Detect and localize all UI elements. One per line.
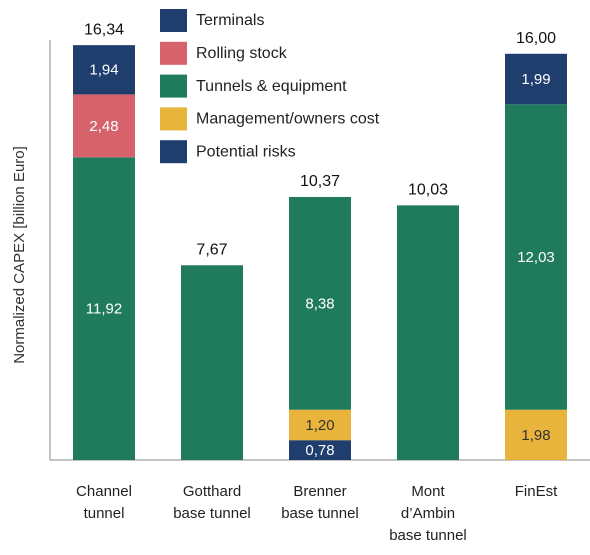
bar-segment [289,440,351,460]
bar-segment [73,94,135,158]
legend-swatch [160,74,187,98]
legend-label: Management/owners cost [196,111,380,128]
legend-swatch [160,140,187,164]
value-label: 8,38 [305,295,334,312]
value-label: 1,94 [89,62,118,79]
bar-segment [73,157,135,460]
total-label: 10,37 [300,173,340,190]
x-tick-label: Channel tunnel [76,483,132,522]
total-label: 10,03 [408,182,448,199]
x-tick-label: Mont d’Ambin base tunnel [389,483,467,544]
bar-segment [505,53,567,105]
value-label: 1,99 [521,71,550,88]
value-label: 12,03 [517,249,555,266]
x-tick-label: Brenner base tunnel [281,483,359,522]
y-axis-label: Normalized CAPEX [billion Euro] [11,146,28,364]
value-label: 11,92 [86,301,122,318]
bar-segment [289,409,351,441]
legend-label: Potential risks [196,143,296,160]
x-tick-label: Gotthard base tunnel [173,483,251,522]
value-label: 0,78 [305,442,334,459]
legend-swatch [160,41,187,65]
value-label: 1,98 [521,427,550,444]
x-tick-label: FinEst [514,483,558,500]
bar-segment [73,45,135,95]
value-label: 1,20 [305,417,334,434]
bar-segment [397,205,459,460]
total-label: 16,34 [84,21,124,38]
value-label: 2,48 [89,118,118,135]
legend-swatch [160,9,187,32]
legend-label: Tunnels & equipment [196,78,347,95]
bar-segment [289,196,351,410]
total-label: 7,67 [196,241,227,258]
bar-segment [505,409,567,460]
bar-segment [505,104,567,410]
bar-segment [181,265,243,460]
total-label: 16,00 [516,30,556,47]
legend-swatch [160,107,187,131]
legend-label: Rolling stock [196,45,288,62]
legend-label: Terminals [196,12,264,29]
